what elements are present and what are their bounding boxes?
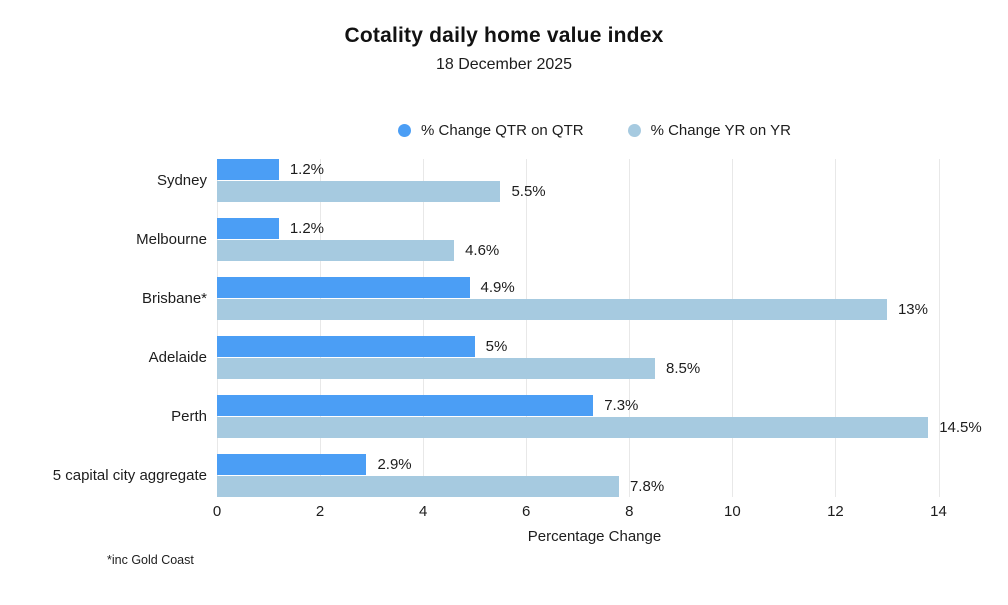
category-label-perth: Perth bbox=[171, 408, 207, 425]
legend-label: % Change QTR on QTR bbox=[421, 121, 584, 139]
bar-group: 2.9% 7.8% bbox=[217, 454, 972, 497]
value-label: 7.8% bbox=[629, 478, 665, 495]
category-label-brisbane: Brisbane* bbox=[141, 290, 207, 307]
gridline bbox=[320, 159, 322, 497]
bar-yr-perth bbox=[217, 417, 929, 438]
bar-yr-5-capital-city-aggregate bbox=[217, 476, 619, 497]
bar-group: 7.3% 14.5% bbox=[217, 395, 982, 438]
legend-item-qtr: % Change QTR on QTR bbox=[398, 122, 584, 139]
category-row-perth: Perth 7.3% 14.5% bbox=[0, 395, 982, 438]
bar-yr-sydney bbox=[217, 181, 501, 202]
category-label-sydney: Sydney bbox=[156, 172, 207, 189]
bar-yr-melbourne bbox=[217, 240, 455, 261]
bar-group: 1.2% 4.6% bbox=[217, 218, 972, 261]
value-label: 13% bbox=[897, 301, 928, 318]
x-tick: 2 bbox=[315, 503, 325, 520]
plot-rows: Sydney 1.2% 5.5% Melbourne 1.2% 4.6% Brisbane*… bbox=[0, 159, 982, 497]
category-row-sydney: Sydney 1.2% 5.5% bbox=[0, 159, 972, 202]
bar-yr-adelaide bbox=[217, 358, 656, 379]
category-label-5-capital-city-aggregate: 5 capital city aggregate bbox=[52, 467, 207, 484]
value-label: 5.5% bbox=[511, 183, 546, 200]
chart-title: Cotality daily home value index bbox=[344, 24, 664, 47]
gridline bbox=[526, 159, 528, 497]
legend-dot-qtr bbox=[398, 123, 412, 137]
category-label-melbourne: Melbourne bbox=[136, 231, 207, 248]
x-tick: 6 bbox=[522, 503, 531, 520]
plot-area: Sydney 1.2% 5.5% Melbourne 1.2% 4.6% Brisbane*… bbox=[0, 159, 982, 497]
chart-subtitle: 18 December 2025 bbox=[435, 56, 573, 73]
category-row-brisbane: Brisbane* 4.9% 13% bbox=[0, 277, 972, 320]
bar-qtr-brisbane bbox=[217, 277, 470, 298]
legend-item-yr: % Change YR on YR bbox=[627, 121, 791, 139]
value-label: 1.2% bbox=[289, 161, 325, 178]
x-axis-label: Percentage Change bbox=[527, 528, 662, 545]
value-label: 7.3% bbox=[604, 397, 639, 414]
bar-group: 5% 8.5% bbox=[217, 336, 972, 379]
bar-group: 1.2% 5.5% bbox=[217, 159, 972, 202]
gridline bbox=[217, 159, 218, 497]
category-label-adelaide: Adelaide bbox=[148, 349, 207, 366]
legend-label: % Change YR on YR bbox=[650, 121, 791, 139]
x-tick: 4 bbox=[418, 503, 428, 520]
x-tick: 12 bbox=[827, 503, 844, 520]
bar-qtr-perth bbox=[217, 395, 594, 416]
gridline bbox=[835, 159, 837, 497]
category-row-5-capital-city-aggregate: 5 capital city aggregate 2.9% 7.8% bbox=[0, 454, 972, 497]
value-label: 5% bbox=[485, 338, 508, 355]
gridline bbox=[423, 159, 425, 497]
gridline bbox=[629, 159, 631, 497]
footnote: *inc Gold Coast bbox=[107, 553, 194, 567]
x-tick: 0 bbox=[212, 503, 222, 520]
bar-qtr-melbourne bbox=[217, 218, 279, 239]
category-row-adelaide: Adelaide 5% 8.5% bbox=[0, 336, 972, 379]
gridline bbox=[732, 159, 734, 497]
x-axis-ticks: 0 2 4 6 8 10 12 14 bbox=[213, 503, 972, 521]
legend-dot-yr bbox=[627, 123, 641, 137]
value-label: 8.5% bbox=[666, 360, 701, 377]
value-label: 4.6% bbox=[465, 242, 500, 259]
category-row-melbourne: Melbourne 1.2% 4.6% bbox=[0, 218, 972, 261]
x-tick: 14 bbox=[930, 503, 947, 520]
bar-qtr-5-capital-city-aggregate bbox=[217, 454, 367, 475]
bar-qtr-sydney bbox=[217, 159, 279, 180]
value-label: 1.2% bbox=[289, 220, 325, 237]
legend: % Change QTR on QTR % Change YR on YR bbox=[217, 120, 972, 140]
value-label: 4.9% bbox=[480, 279, 515, 296]
value-label: 14.5% bbox=[939, 419, 982, 436]
x-tick: 10 bbox=[724, 503, 741, 520]
bar-group: 4.9% 13% bbox=[217, 277, 972, 320]
bar-qtr-adelaide bbox=[217, 336, 475, 357]
gridlines bbox=[217, 159, 972, 497]
x-tick: 8 bbox=[625, 503, 634, 520]
bar-yr-brisbane bbox=[217, 299, 887, 320]
value-label: 2.9% bbox=[377, 456, 412, 473]
gridline bbox=[938, 159, 940, 497]
